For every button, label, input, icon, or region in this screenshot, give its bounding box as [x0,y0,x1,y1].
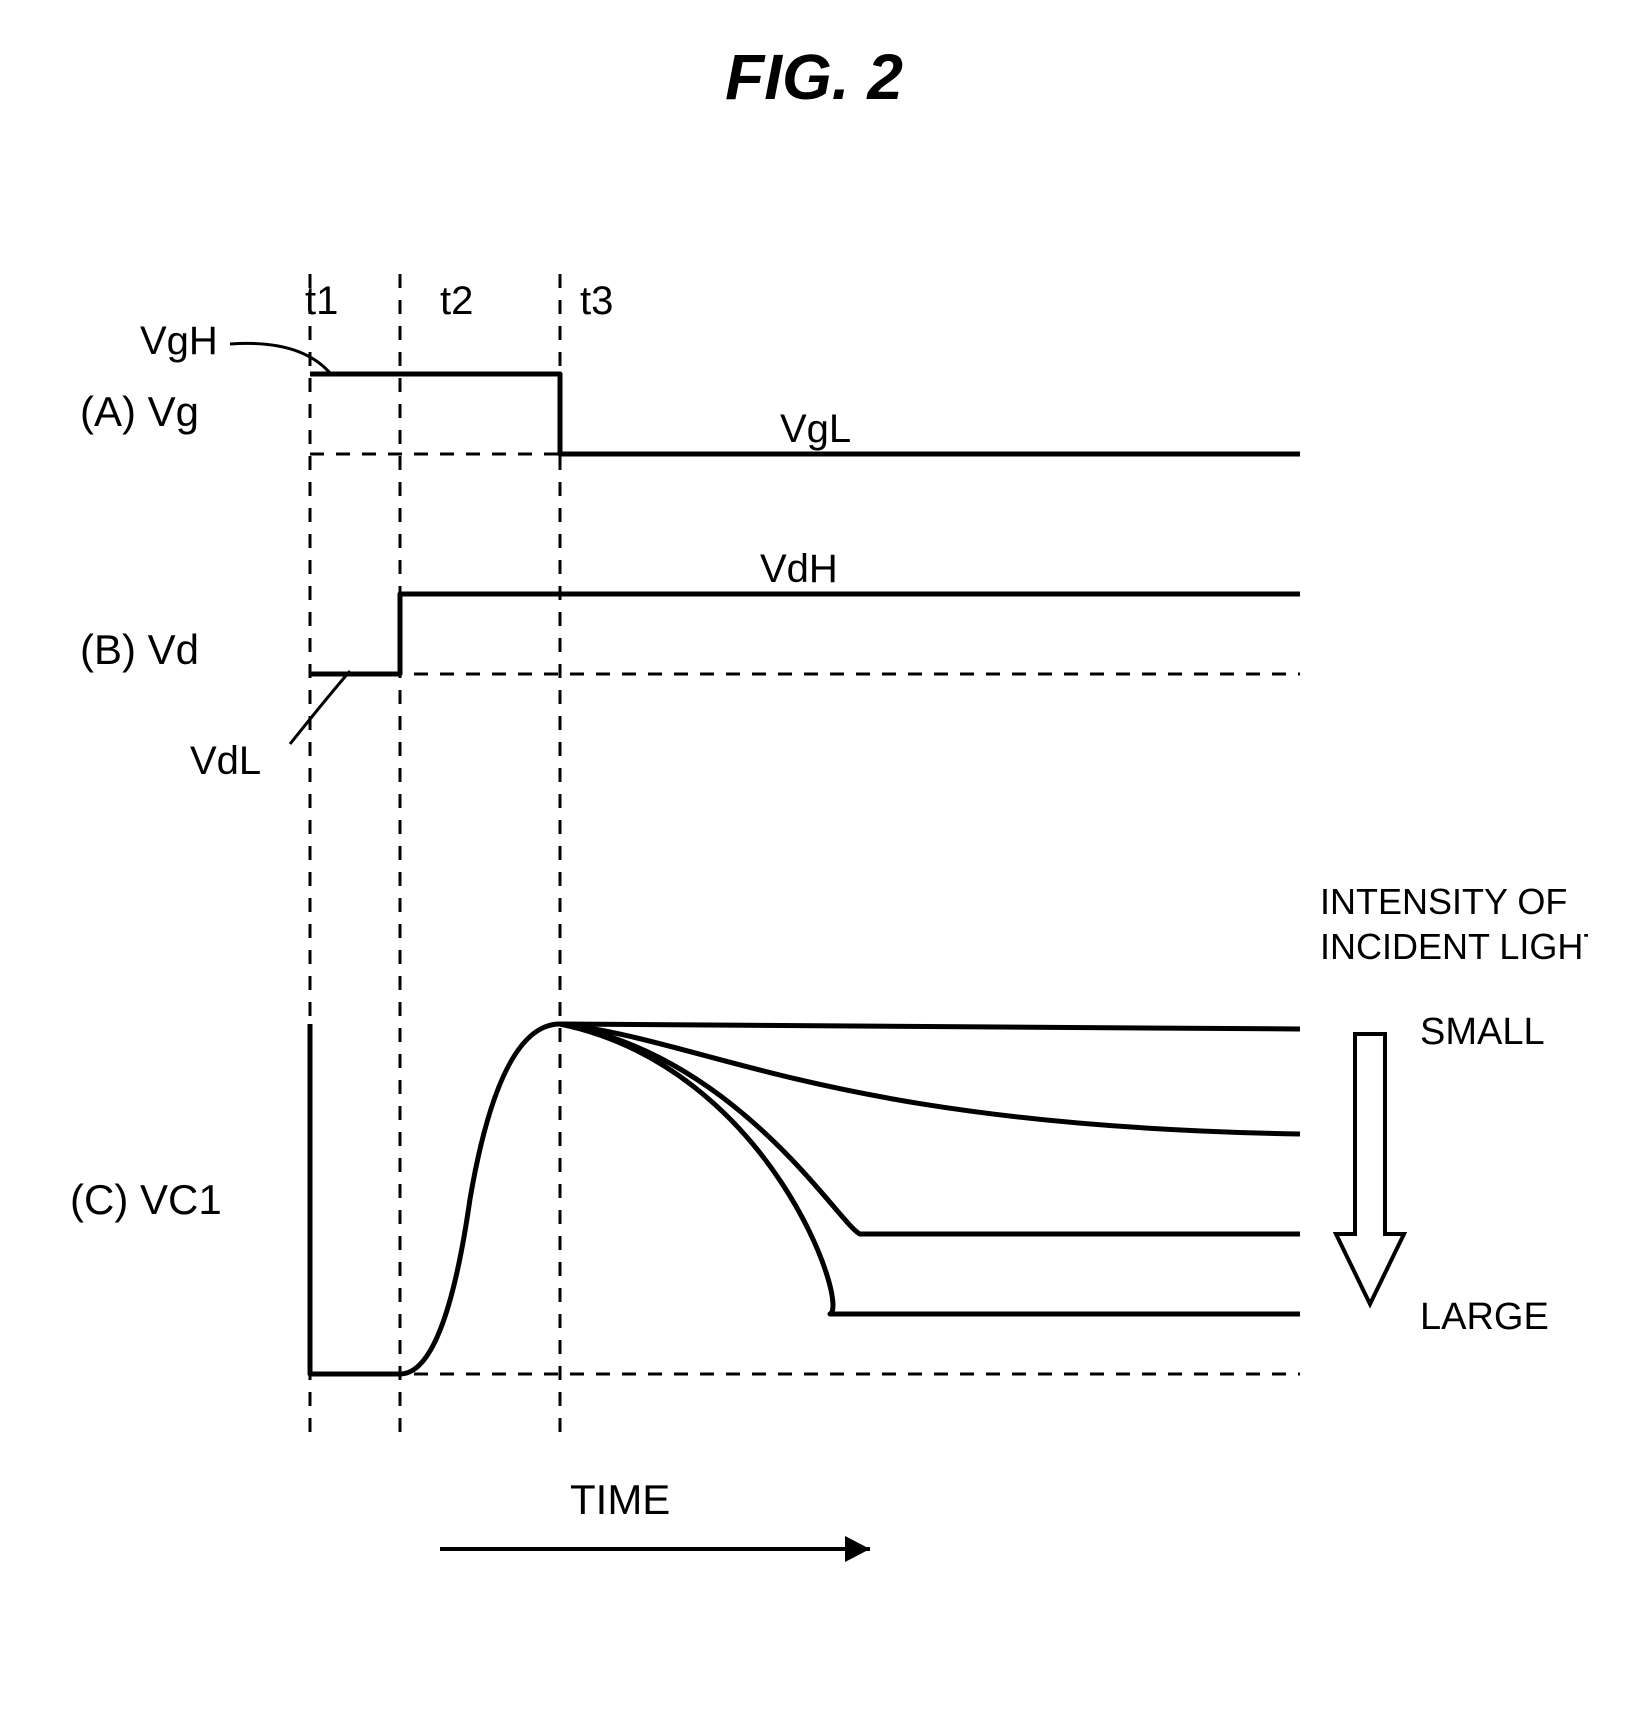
timing-diagram: t1 t2 t3 (A) Vg VgH VgL (B) Vd VdH VdL (C) VC1 INT… [40,174,1588,1674]
time-label-t2: t2 [440,279,473,323]
vc1-curve-3 [560,1024,1300,1314]
vgh-callout [230,343,330,373]
vc1-curve-0 [560,1024,1300,1029]
vc1-curve-1 [560,1024,1300,1134]
vgl-label: VgL [780,407,851,451]
row-label-vd: (B) Vd [80,626,199,673]
time-label-t1: t1 [305,279,338,323]
legend-large: LARGE [1420,1296,1549,1338]
time-label-t3: t3 [580,279,613,323]
vdl-label: VdL [190,739,261,783]
vc1-rise [310,1024,560,1374]
vdl-callout [290,671,350,744]
figure-title: FIG. 2 [40,40,1588,114]
intensity-legend-1: INTENSITY OF [1320,881,1567,922]
time-axis-label: TIME [570,1476,670,1523]
intensity-legend-2: INCIDENT LIGHT [1320,926,1588,967]
vgh-label: VgH [140,319,218,363]
legend-small: SMALL [1420,1011,1545,1053]
row-label-vg: (A) Vg [80,388,199,435]
time-arrow-head-icon [845,1536,870,1562]
intensity-arrow-icon [1336,1034,1404,1304]
vd-waveform [310,594,1300,674]
vdh-label: VdH [760,547,838,591]
row-label-vc1: (C) VC1 [70,1176,222,1223]
figure-container: FIG. 2 t1 t2 t3 (A) Vg VgH VgL (B) Vd VdH VdL (C)… [40,40,1588,1674]
